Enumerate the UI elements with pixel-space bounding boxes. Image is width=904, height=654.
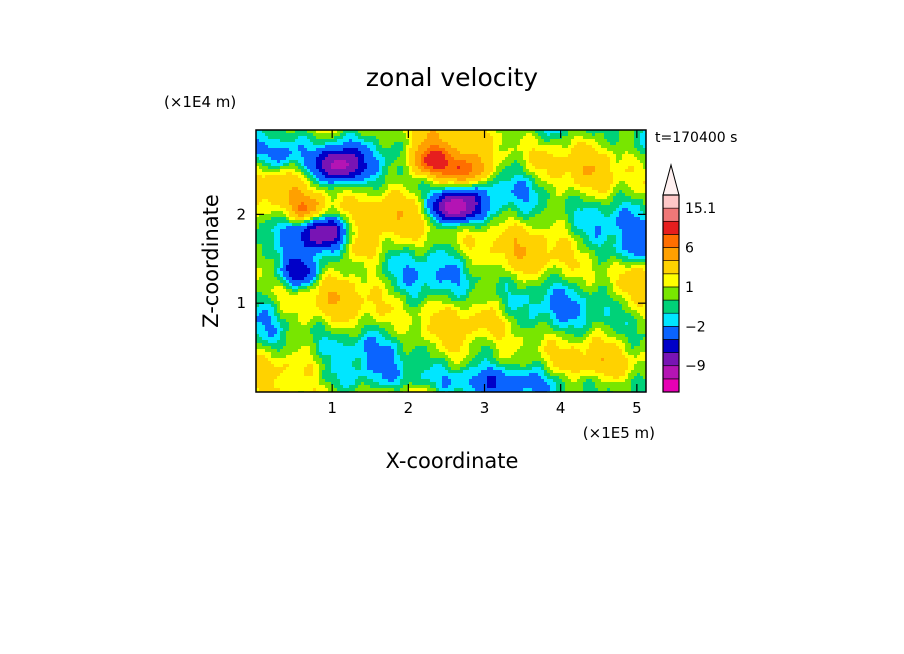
- colorbar-segment: [662, 299, 680, 314]
- y-axis-unit: (×1E4 m): [164, 93, 236, 111]
- colorbar-label: −2: [685, 319, 706, 335]
- colorbar-label: 6: [685, 241, 694, 257]
- y-axis-ticks: 12: [236, 205, 646, 312]
- contour-field: [256, 130, 646, 392]
- colorbar-frame: [662, 194, 680, 393]
- colorbar-segment: [662, 207, 680, 222]
- x-axis-ticks: 1 2 3 4 5: [327, 130, 642, 417]
- colorbar-label: 15.1: [685, 201, 716, 217]
- colorbar-label: −9: [685, 359, 706, 375]
- colorbar-segment: [662, 273, 680, 288]
- x-tick-label: 3: [480, 399, 490, 417]
- colorbar-segment: [662, 286, 680, 301]
- x-axis-label: X-coordinate: [386, 449, 519, 473]
- y-axis-label: Z-coordinate: [199, 194, 223, 328]
- x-tick-label: 1: [327, 399, 337, 417]
- colorbar-segment: [662, 326, 680, 340]
- colorbar-segment: [662, 260, 680, 275]
- chart-title: zonal velocity: [366, 63, 538, 92]
- colorbar-extend-arrow: [662, 163, 680, 196]
- time-label: t=170400 s: [655, 130, 737, 146]
- colorbar-label: 1: [685, 280, 694, 296]
- colorbar: 15.1 6 1 −2 −9: [662, 163, 716, 393]
- x-tick-label: 5: [632, 399, 642, 417]
- colorbar-segment: [662, 352, 680, 367]
- colorbar-segment: [662, 365, 680, 380]
- colorbar-segment: [662, 247, 680, 261]
- colorbar-segment: [662, 234, 680, 248]
- x-tick-label: 2: [404, 399, 414, 417]
- x-axis-unit: (×1E5 m): [583, 424, 655, 442]
- y-tick-label: 1: [236, 294, 246, 312]
- colorbar-segment: [662, 339, 680, 353]
- colorbar-segment: [662, 194, 680, 209]
- colorbar-segment: [662, 378, 680, 393]
- colorbar-segment: [662, 220, 680, 235]
- x-tick-label: 4: [556, 399, 566, 417]
- plot-frame: [255, 129, 647, 393]
- y-tick-label: 2: [236, 205, 246, 223]
- colorbar-segment: [662, 312, 680, 327]
